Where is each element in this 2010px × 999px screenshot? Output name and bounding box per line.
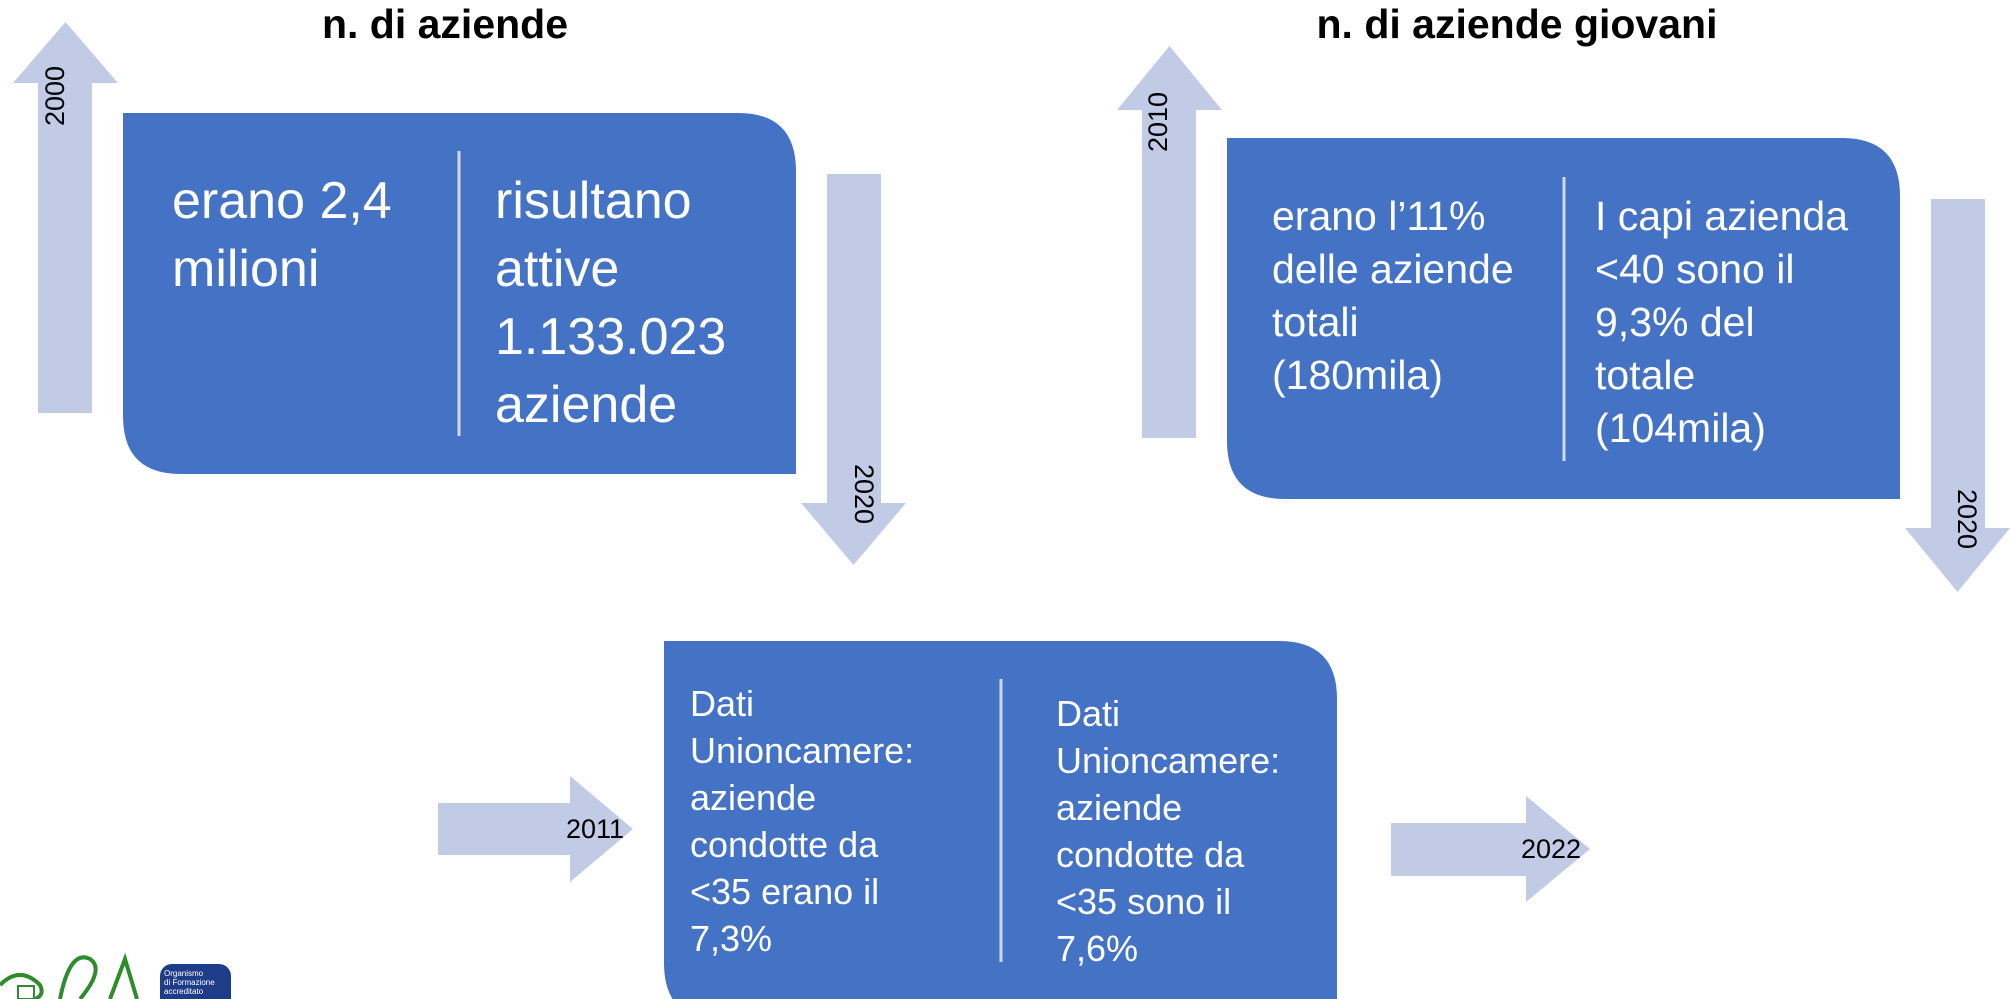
box-text-line: Dati xyxy=(1056,693,1120,734)
box-text-line: (180mila) xyxy=(1272,352,1443,398)
panel: 2011 2022 Dati Unioncamere: aziende condotte … xyxy=(438,641,1590,999)
box-text-line: erano 2,4 xyxy=(172,172,392,230)
year-label: 2000 xyxy=(40,66,70,126)
year-label: 2022 xyxy=(1521,834,1581,864)
logo-badge xyxy=(160,964,231,999)
box-text-line: attive xyxy=(495,240,619,298)
box-text-line: aziende xyxy=(495,376,677,434)
year-label: 2011 xyxy=(566,814,624,844)
box-text-line: 9,3% del xyxy=(1595,299,1755,345)
box-text-line: milioni xyxy=(172,240,319,298)
box-text-line: Dati xyxy=(690,683,754,724)
year-label: 2020 xyxy=(849,464,879,524)
box-text-line: 7,3% xyxy=(690,918,772,959)
panel: n. di aziende giovani 2010 2020 erano l’11%… xyxy=(1117,1,2010,592)
box-text-line: Unioncamere: xyxy=(1056,740,1280,781)
box-text-line: 1.133.023 xyxy=(495,308,726,366)
box-text-line: condotte da xyxy=(1056,834,1245,875)
box-text-line: <35 erano il xyxy=(690,871,879,912)
panel-title: n. di aziende xyxy=(322,1,568,47)
logo-mark xyxy=(0,952,139,999)
end-arrow xyxy=(1905,199,2010,592)
box-text-line: Unioncamere: xyxy=(690,730,914,771)
box-text-line: (104mila) xyxy=(1595,405,1766,451)
box-text-line: aziende xyxy=(690,777,816,818)
box-text-line: aziende xyxy=(1056,787,1182,828)
box-text-line: 7,6% xyxy=(1056,928,1138,969)
box-text-line: <40 sono il xyxy=(1595,246,1794,292)
box-text-line: <35 sono il xyxy=(1056,881,1231,922)
start-arrow xyxy=(1117,46,1222,438)
box-text-line: condotte da xyxy=(690,824,879,865)
year-label: 2010 xyxy=(1143,92,1173,152)
box-text-line: totale xyxy=(1595,352,1695,398)
panel: n. di aziende 2000 2020 erano 2,4 milioni ris… xyxy=(13,1,906,565)
box-text-line: risultano xyxy=(495,172,692,230)
logo-text: di Formazione xyxy=(164,978,215,987)
box-text-line: delle aziende xyxy=(1272,246,1514,292)
logo-text: Organismo xyxy=(164,969,204,978)
panel-title: n. di aziende giovani xyxy=(1317,1,1718,47)
box-text-line: erano l’11% xyxy=(1272,193,1486,239)
box-text-line: totali xyxy=(1272,299,1359,345)
logo-text: accreditato xyxy=(164,987,204,996)
logo-icon xyxy=(17,985,35,999)
start-arrow xyxy=(438,776,633,882)
start-arrow xyxy=(13,22,118,413)
year-label: 2020 xyxy=(1952,489,1982,549)
box-text-line: I capi azienda xyxy=(1595,193,1848,239)
end-arrow xyxy=(801,174,906,565)
end-arrow xyxy=(1391,796,1590,902)
logo xyxy=(0,952,231,999)
